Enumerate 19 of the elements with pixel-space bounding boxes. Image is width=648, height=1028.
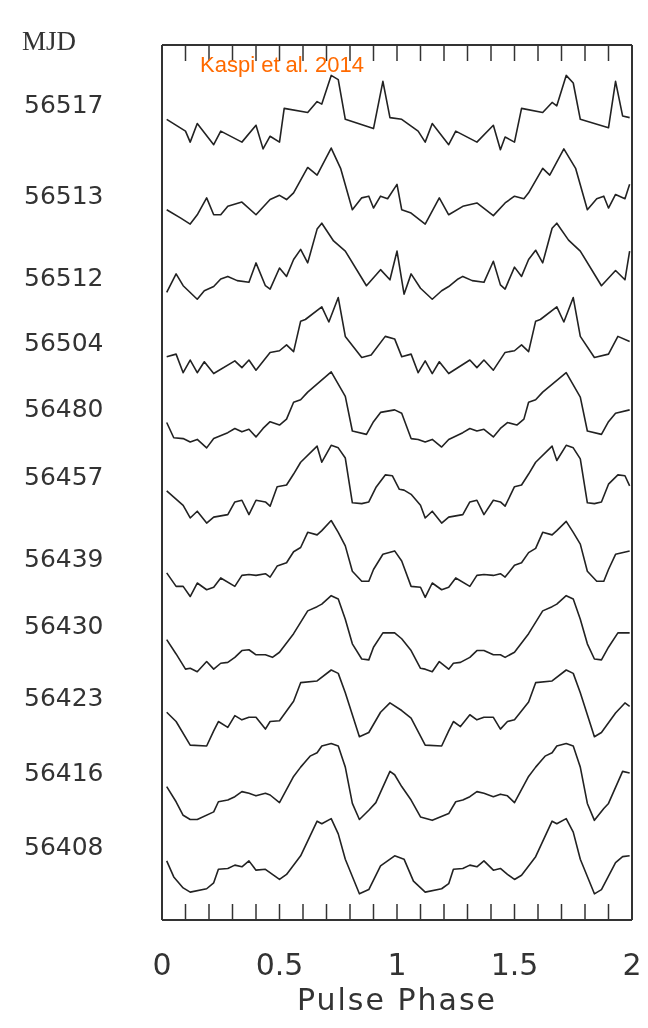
text: 56408	[24, 831, 104, 861]
annotation: Kaspi et al. 2014	[200, 52, 364, 78]
x-tick-label: 1.5	[490, 947, 539, 982]
text: 56480	[24, 393, 104, 423]
text: 56517	[24, 90, 104, 120]
x-tick-label: 1	[387, 947, 407, 982]
legend-title: MJD	[22, 26, 77, 57]
x-tick-label: 0	[152, 947, 172, 982]
text: 56457	[24, 461, 104, 491]
text: 56416	[24, 757, 104, 787]
text: 56512	[24, 263, 104, 293]
x-tick-label: 2	[622, 947, 642, 982]
text: 56504	[24, 327, 104, 357]
text: 56513	[24, 180, 104, 210]
x-axis-title: Pulse Phase	[295, 982, 499, 1017]
text: 56430	[24, 610, 104, 640]
text: 56423	[24, 683, 104, 713]
x-tick-label: 0.5	[255, 947, 304, 982]
text: 56439	[24, 543, 104, 573]
